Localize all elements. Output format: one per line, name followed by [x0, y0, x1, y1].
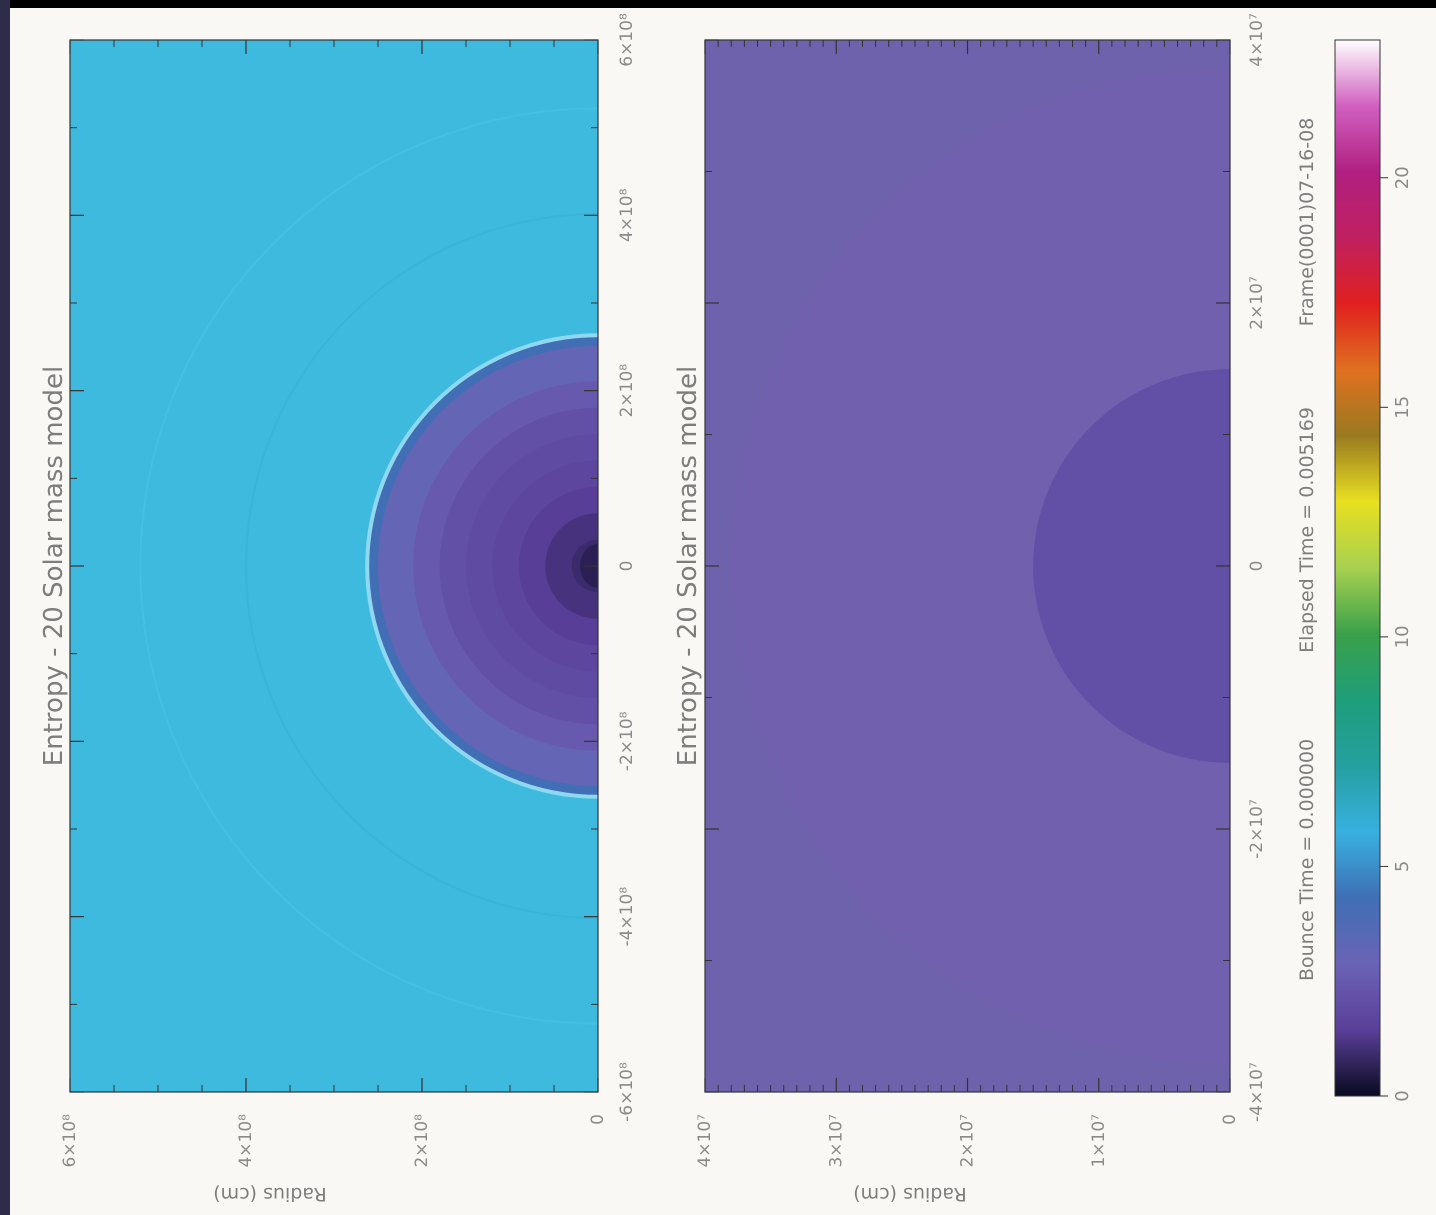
outer-shell-ring: [139, 107, 598, 1025]
y-tick-label: 4×10⁷: [695, 1114, 715, 1168]
y-tick-label: 3×10⁷: [826, 1114, 846, 1168]
x-tick-label: -2×10⁸: [617, 711, 637, 771]
x-tick-label: -2×10⁷: [1247, 799, 1267, 859]
top-panel-ticks: -6×10⁸ -4×10⁸ -2×10⁸ 0 2×10⁸ 4×10⁸ 6×10⁸ 0 2×10⁸…: [60, 13, 637, 1167]
colorbar-gradient: [1335, 40, 1380, 1096]
y-tick-label: 4×10⁸: [236, 1114, 256, 1168]
colorbar-tick-label: 0: [1392, 1090, 1413, 1101]
top-panel-rings: [139, 107, 598, 1025]
colorbar-frame: [1334, 39, 1381, 1097]
y-tick-label: 6×10⁸: [60, 1114, 80, 1168]
x-tick-label: -6×10⁸: [617, 1062, 637, 1122]
bottom-panel-ylabel: Radius (cm): [853, 1183, 967, 1205]
entropy-ring-0: [1033, 369, 1230, 763]
x-tick-label: -4×10⁸: [617, 887, 637, 947]
y-tick-label: 2×10⁷: [958, 1114, 978, 1168]
top-panel-ylabel: Radius (cm): [213, 1183, 327, 1205]
elapsed-time-label: Elapsed Time = 0.005169: [1296, 407, 1318, 653]
x-tick-label: 0: [617, 561, 637, 572]
colorbar-tick-label: 10: [1392, 625, 1413, 648]
x-tick-label: 2×10⁸: [617, 364, 637, 418]
y-tick-label: 0: [588, 1114, 608, 1125]
x-tick-label: -4×10⁷: [1247, 1062, 1267, 1122]
top-panel: -6×10⁸ -4×10⁸ -2×10⁸ 0 2×10⁸ 4×10⁸ 6×10⁸ 0 2×10⁸…: [39, 13, 637, 1205]
colorbar-ticks: 0 5 10 15 20: [1380, 166, 1413, 1102]
bottom-panel-rings: [731, 67, 1230, 1065]
frame-label: Frame(0001)07-16-08: [1296, 118, 1318, 327]
x-tick-label: 2×10⁷: [1247, 276, 1267, 330]
bounce-time-label: Bounce Time = 0.000000: [1296, 739, 1318, 981]
outer-shell-ring: [245, 213, 598, 919]
y-tick-label: 1×10⁷: [1089, 1114, 1109, 1168]
colorbar-tick-label: 5: [1392, 861, 1413, 872]
left-edge-strip: [0, 0, 10, 1215]
colorbar-tick-label: 20: [1392, 166, 1413, 189]
colorbar: 0 5 10 15 20: [1334, 39, 1413, 1102]
x-tick-label: 4×10⁷: [1247, 13, 1267, 67]
x-tick-label: 4×10⁸: [617, 188, 637, 242]
y-tick-label: 0: [1220, 1114, 1240, 1125]
colorbar-tick-label: 15: [1392, 396, 1413, 419]
outer-shell-ring: [731, 67, 1230, 1065]
bottom-panel-ticks: -4×10⁷ -2×10⁷ 0 2×10⁷ 4×10⁷ 0 1×10⁷ 2×10⁷ 3×10⁷ 4…: [695, 13, 1267, 1167]
bottom-panel: -4×10⁷ -2×10⁷ 0 2×10⁷ 4×10⁷ 0 1×10⁷ 2×10⁷ 3×10⁷ 4…: [673, 13, 1267, 1205]
y-tick-label: 2×10⁸: [412, 1114, 432, 1168]
bottom-panel-title: Entropy - 20 Solar mass model: [673, 366, 703, 766]
top-panel-title: Entropy - 20 Solar mass model: [39, 366, 69, 766]
x-tick-label: 6×10⁸: [617, 13, 637, 67]
x-tick-label: 0: [1247, 561, 1267, 572]
footer-info: Bounce Time = 0.000000 Elapsed Time = 0.…: [1296, 118, 1318, 981]
